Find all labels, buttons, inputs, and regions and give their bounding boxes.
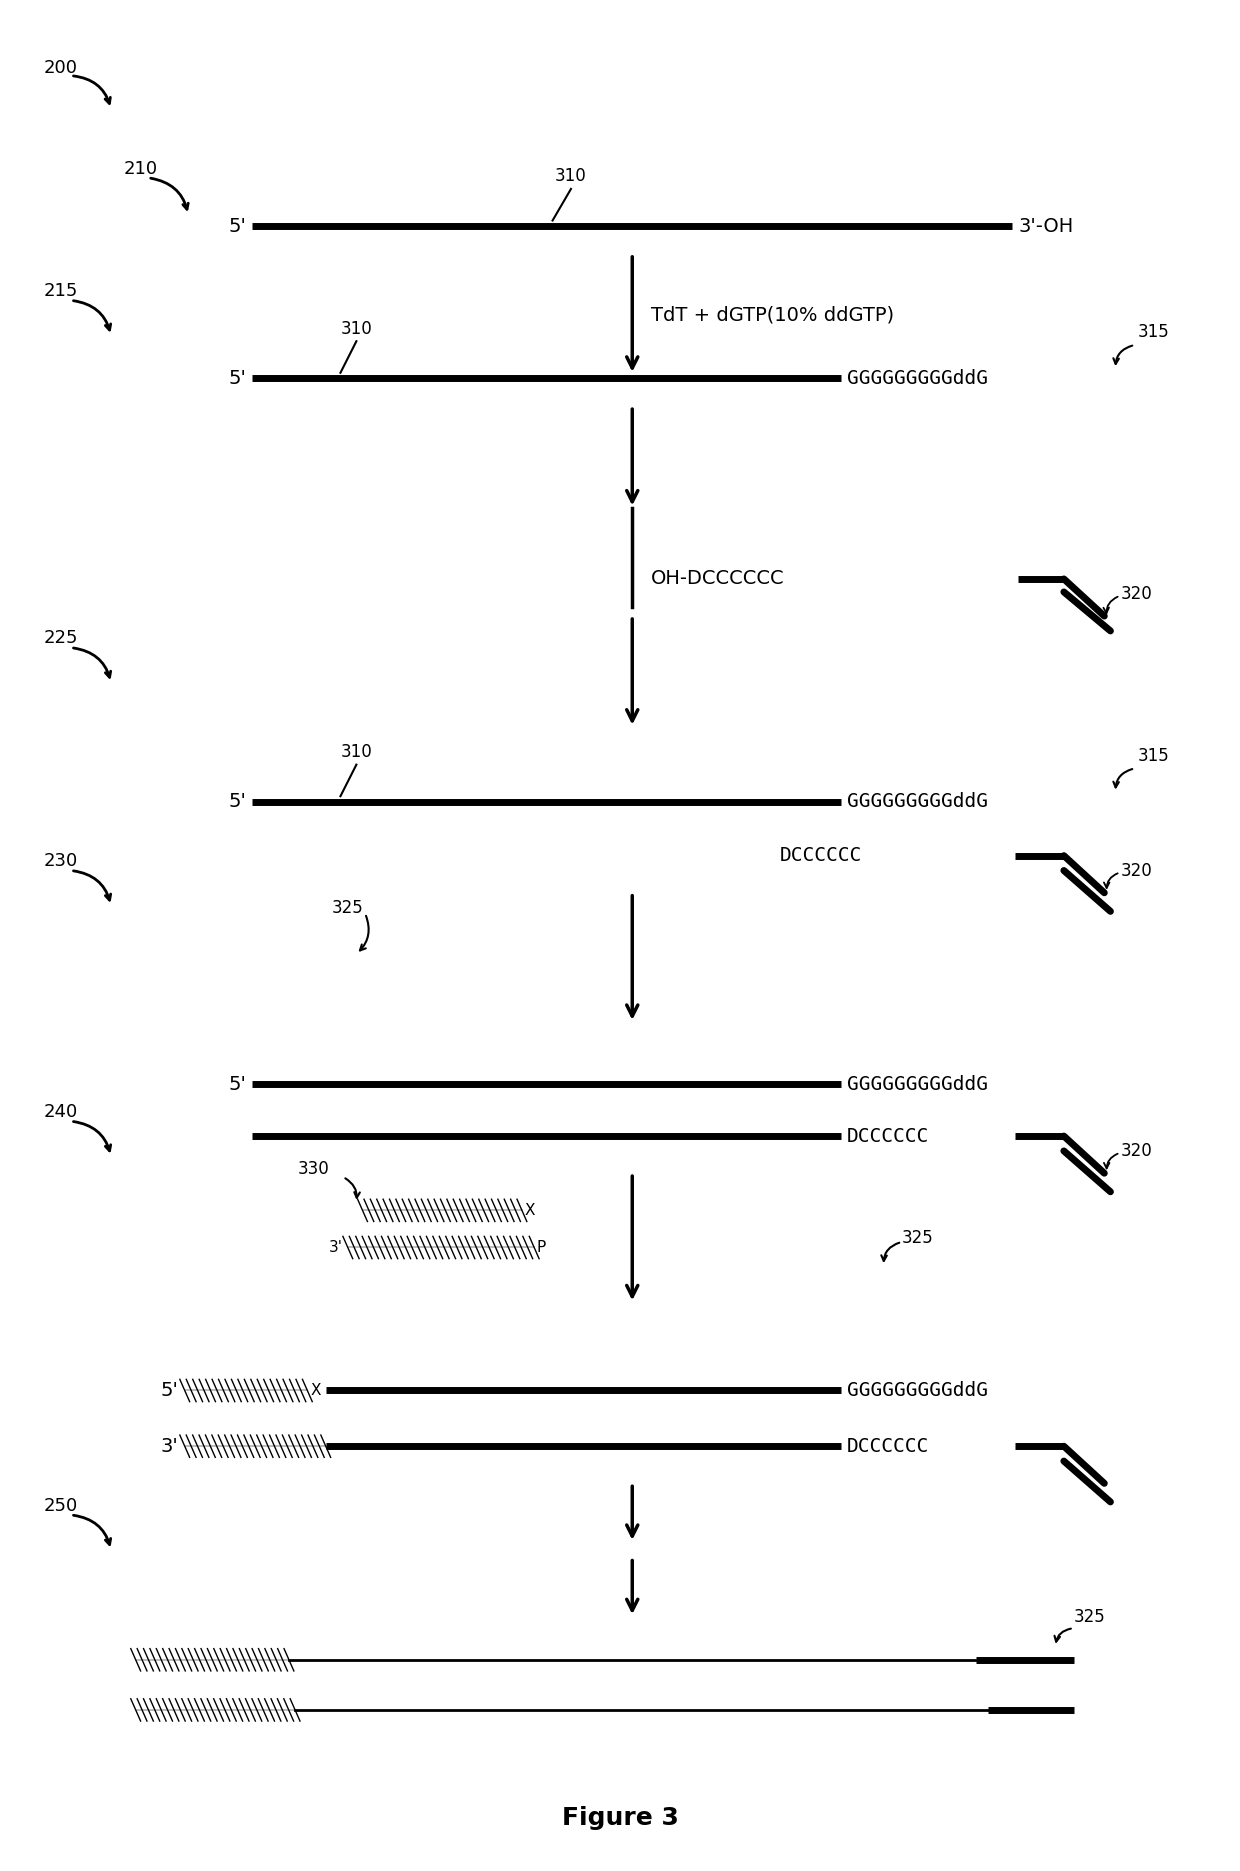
Text: 5': 5' (228, 369, 246, 387)
Text: 5': 5' (228, 217, 246, 236)
Text: 315: 315 (1137, 747, 1169, 765)
Text: GGGGGGGGGddG: GGGGGGGGGddG (847, 791, 988, 812)
Text: 240: 240 (43, 1102, 78, 1121)
Text: 215: 215 (43, 283, 78, 299)
Text: 310: 310 (341, 743, 372, 761)
Text: 225: 225 (43, 629, 78, 647)
Text: OH-DCCCCCC: OH-DCCCCCC (651, 569, 784, 589)
Text: 315: 315 (1137, 324, 1169, 341)
Text: 3'-OH: 3'-OH (1018, 217, 1074, 236)
Text: 250: 250 (43, 1497, 78, 1516)
Text: X: X (525, 1203, 534, 1218)
Text: DCCCCCC: DCCCCCC (780, 846, 862, 864)
Text: GGGGGGGGGddG: GGGGGGGGGddG (847, 1074, 988, 1093)
Text: 5': 5' (228, 791, 246, 812)
Text: DCCCCCC: DCCCCCC (847, 1126, 929, 1145)
Text: 200: 200 (43, 60, 78, 77)
Text: 5': 5' (228, 1074, 246, 1093)
Text: 320: 320 (1120, 1141, 1152, 1160)
Text: Figure 3: Figure 3 (562, 1806, 678, 1830)
Text: 3': 3' (161, 1437, 179, 1456)
Text: X: X (311, 1383, 321, 1398)
Text: 325: 325 (332, 898, 363, 917)
Text: GGGGGGGGGddG: GGGGGGGGGddG (847, 369, 988, 387)
Text: DCCCCCC: DCCCCCC (847, 1437, 929, 1456)
Text: 310: 310 (341, 320, 372, 337)
Text: 3': 3' (329, 1240, 343, 1255)
Text: 330: 330 (298, 1160, 330, 1179)
Text: GGGGGGGGGddG: GGGGGGGGGddG (847, 1381, 988, 1400)
Text: 210: 210 (124, 159, 157, 178)
Text: P: P (537, 1240, 546, 1255)
Text: 325: 325 (1074, 1609, 1105, 1626)
Text: 230: 230 (43, 851, 78, 870)
Text: TdT + dGTP(10% ddGTP): TdT + dGTP(10% ddGTP) (651, 305, 894, 326)
Text: 320: 320 (1120, 586, 1152, 602)
Text: 325: 325 (901, 1229, 934, 1248)
Text: 310: 310 (556, 167, 587, 185)
Text: 320: 320 (1120, 861, 1152, 879)
Text: 5': 5' (161, 1381, 179, 1400)
